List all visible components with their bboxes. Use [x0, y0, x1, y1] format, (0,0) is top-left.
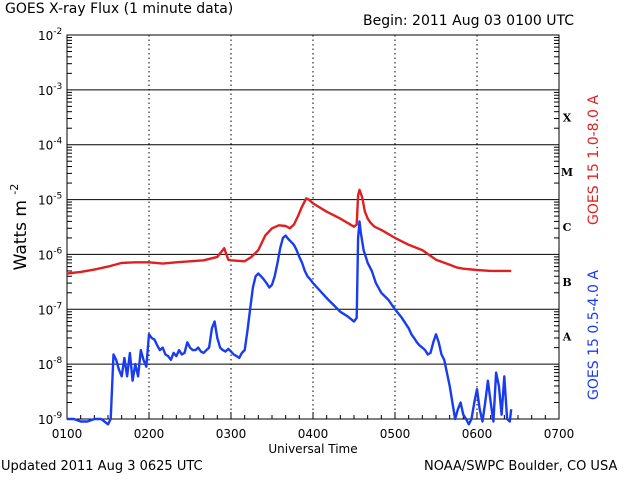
x-axis-label: Universal Time [268, 442, 357, 456]
y-tick-label: 10-3 [38, 82, 62, 98]
flare-class-label: X [563, 111, 572, 124]
flare-class-labels: A B C M X [561, 111, 573, 343]
grid [67, 35, 559, 419]
source-credit: NOAA/SWPC Boulder, CO USA [424, 459, 618, 474]
flare-class-label: B [562, 276, 571, 289]
series-label: GOES 15 1.0-8.0 A [586, 95, 602, 225]
flare-class-label: A [562, 331, 572, 344]
series-line [66, 188, 512, 275]
flare-class-label: C [563, 221, 572, 234]
plot-frame [66, 34, 560, 420]
x-tick-label: 0400 [298, 427, 329, 441]
y-tick-label: 10-4 [38, 137, 63, 153]
begin-time: Begin: 2011 Aug 03 0100 UTC [363, 13, 574, 29]
y-tick-label: 10-8 [38, 356, 63, 372]
updated-timestamp: Updated 2011 Aug 3 0625 UTC [1, 459, 203, 474]
flare-class-label: M [561, 166, 573, 179]
chart-title: GOES X-ray Flux (1 minute data) [5, 1, 234, 17]
y-tick-label: 10-5 [38, 192, 62, 208]
x-tick-label: 0600 [462, 427, 493, 441]
x-tick-label: 0100 [52, 427, 83, 441]
y-axis-label: Watts m -2 [8, 184, 31, 271]
series-lines [66, 188, 513, 426]
y-tick-label: 10-9 [38, 411, 63, 427]
y-tick-label: 10-2 [38, 27, 62, 43]
series-line [67, 220, 513, 426]
x-tick-label: 0700 [544, 427, 575, 441]
series-labels: GOES 15 1.0-8.0 A GOES 15 0.5-4.0 A [586, 95, 602, 400]
x-tick-label: 0200 [134, 427, 165, 441]
y-tick-label: 10-6 [38, 246, 63, 262]
minor-tick-marks [66, 37, 560, 419]
x-tick-label: 0300 [216, 427, 247, 441]
y-tick-label: 10-7 [38, 301, 62, 317]
x-tick-label: 0500 [380, 427, 411, 441]
axis-tick-labels: 10-9 10-8 10-7 10-6 10-5 10-4 10-3 10-2 0100 0200… [8, 27, 574, 456]
series-label: GOES 15 0.5-4.0 A [586, 270, 602, 400]
